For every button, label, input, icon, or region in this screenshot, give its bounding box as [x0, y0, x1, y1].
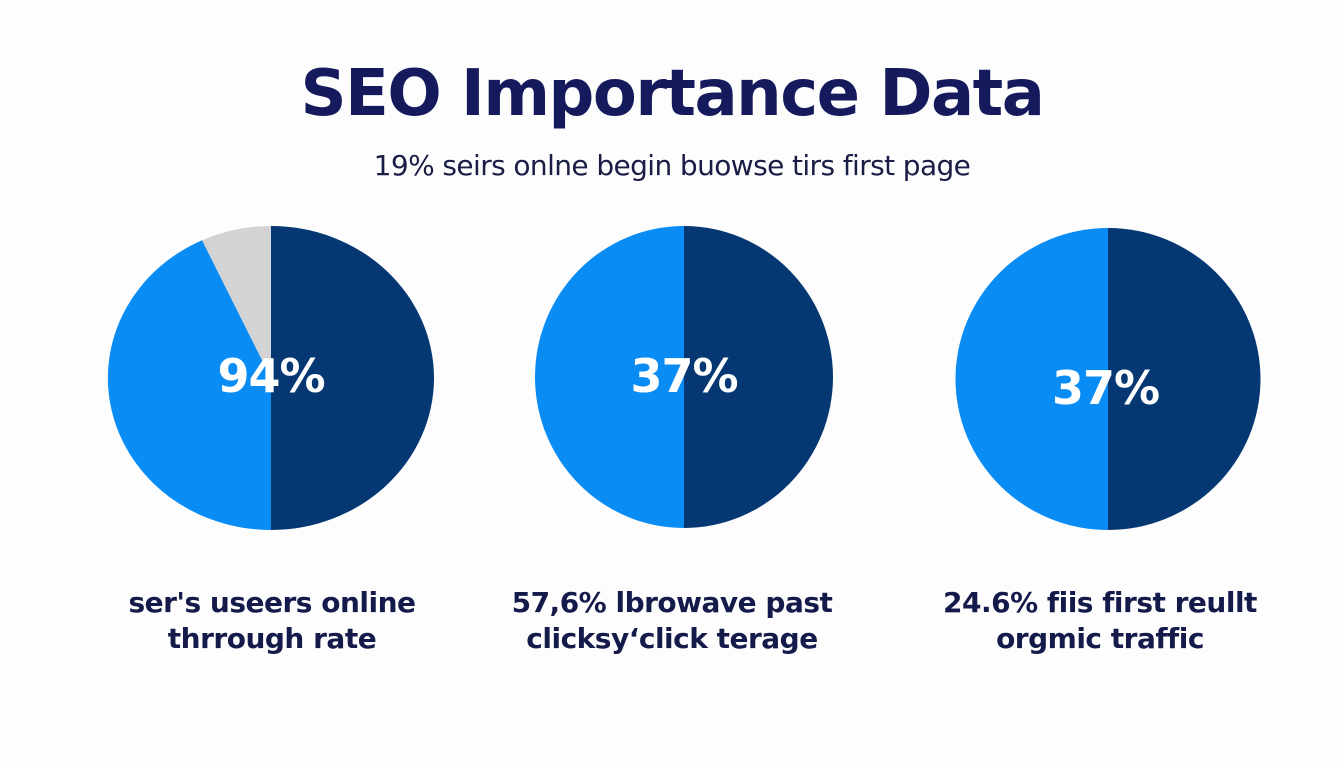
pie-1-slice-navy	[271, 226, 434, 530]
pie-2-slice-navy	[684, 226, 833, 528]
pie-1-caption: ser's useers online thrrough rate	[72, 585, 472, 657]
pie-2-value-label: 37%	[630, 349, 738, 403]
page-subtitle: 19% seirs onlne begin buowse tirs first …	[373, 149, 971, 182]
pie-chart-3: 37%	[953, 228, 1261, 530]
pie-1-slice-blue	[107, 240, 271, 530]
pie-3-caption: 24.6% fiis first reullt orgmic traffic	[900, 585, 1300, 657]
pie-1-value-label: 94%	[217, 349, 325, 403]
pie-2-caption: 57,6% lbrowave past clicksy‘click terage	[472, 585, 872, 657]
pie-chart-2-graphic	[535, 226, 833, 528]
pie-3-caption-line-1: 24.6% fiis first reullt	[943, 586, 1257, 619]
pie-2-slice-blue	[535, 226, 684, 528]
pie-2-caption-line-1: 57,6% lbrowave past	[511, 586, 833, 619]
pie-2-caption-line-2: clicksy‘click terage	[526, 622, 818, 655]
pie-3-caption-line-2: orgmic traffic	[996, 622, 1204, 655]
pie-3-slice-blue	[955, 228, 1108, 530]
pie-1-caption-line-1: ser's useers online	[128, 586, 416, 619]
pie-3-slice-navy	[1108, 228, 1261, 530]
page-title: SEO Importance Data	[300, 57, 1045, 131]
pie-chart-1-graphic	[107, 225, 434, 530]
pie-chart-2: 37%	[535, 226, 833, 528]
pie-1-slice-gray	[202, 225, 271, 378]
pie-3-value-label: 37%	[1051, 361, 1160, 415]
pie-1-caption-line-2: thrrough rate	[167, 622, 377, 655]
pie-chart-1: 94%	[107, 225, 434, 530]
pie-chart-3-graphic	[955, 228, 1261, 530]
